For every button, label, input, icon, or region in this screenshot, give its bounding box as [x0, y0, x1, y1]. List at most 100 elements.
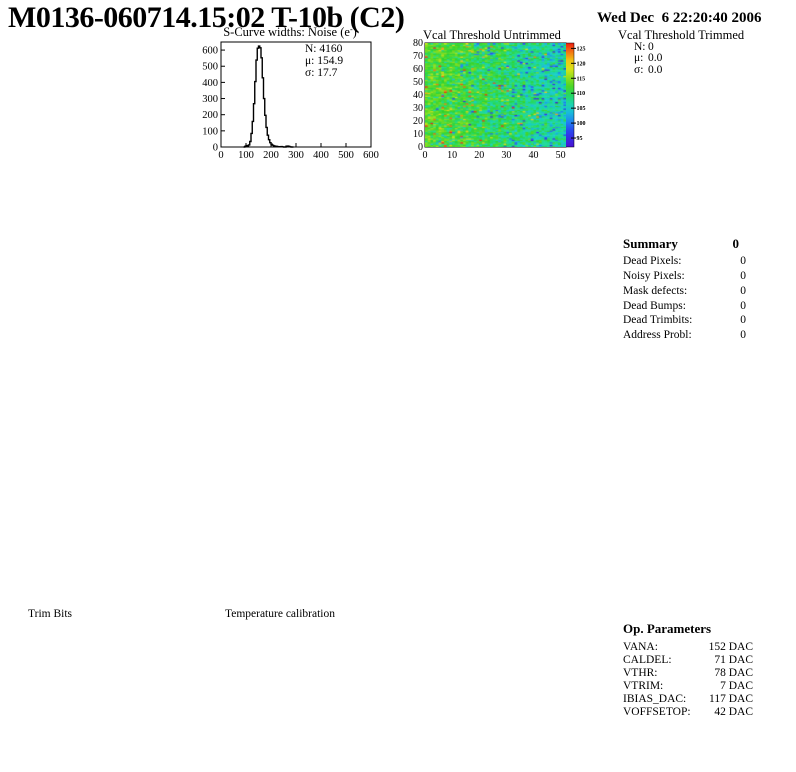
summary-row-value: 0	[740, 314, 746, 327]
summary-row: Dead Trimbits: 0	[623, 313, 746, 328]
op-parameter-row: CALDEL: 71 DAC	[623, 654, 753, 667]
summary-row: Dead Bumps: 0	[623, 299, 746, 314]
trimmed-panel-title: Vcal Threshold Trimmed	[618, 28, 745, 42]
op-parameter-row-label: VTHR:	[623, 667, 658, 680]
summary-total: 0	[732, 236, 740, 251]
op-parameter-row-value: 42 DAC	[714, 706, 753, 719]
op-parameter-row-label: VANA:	[623, 641, 658, 653]
histogram-step-line	[243, 45, 294, 148]
histogram-frame	[220, 41, 372, 148]
histogram-title: S-Curve widths: Noise (e-)	[190, 25, 390, 40]
x-tick-label: 40	[528, 150, 538, 161]
summary-row-value: 0	[740, 299, 746, 312]
op-parameter-row: VANA: 152 DAC	[623, 641, 753, 654]
stat-row-sigma: σ: 0.0	[634, 63, 663, 76]
summary-row-label: Dead Bumps:	[623, 299, 686, 312]
summary-row-label: Noisy Pixels:	[623, 269, 685, 282]
summary-row-label: Address Probl:	[623, 329, 692, 342]
summary-panel: Summary 0 Dead Pixels: 0 Noisy Pixels: 0 Mas…	[623, 236, 746, 343]
x-tick-label: 0	[218, 150, 223, 161]
summary-row-label: Mask defects:	[623, 284, 688, 297]
summary-row-value: 0	[740, 329, 746, 342]
y-tick-label: 10	[413, 129, 423, 140]
summary-row-value: 0	[740, 269, 746, 282]
y-tick-label: 500	[202, 62, 218, 73]
x-tick-label: 200	[263, 150, 279, 161]
op-parameter-row: IBIAS_DAC: 117 DAC	[623, 693, 753, 706]
op-parameter-row: VTHR: 78 DAC	[623, 667, 753, 680]
y-tick-label: 200	[202, 110, 218, 121]
summary-row-value: 0	[740, 284, 746, 297]
vcal-untrimmed-map-cells	[425, 43, 566, 147]
histogram-title-text: S-Curve widths: Noise (e	[223, 25, 350, 39]
x-tick-label: 600	[363, 150, 379, 161]
colorbar-tick-label: 115	[577, 76, 586, 82]
stat-row-mu: μ: 0.0	[634, 52, 663, 65]
stat-label: N:	[634, 41, 646, 53]
y-tick-label: 20	[413, 116, 423, 127]
op-parameters-panel: Op. Parameters VANA: 152 DAC CALDEL: 71 DAC…	[623, 621, 753, 720]
y-tick-label: 600	[202, 46, 218, 57]
y-tick-label: 50	[413, 77, 423, 88]
x-tick-label: 400	[313, 150, 329, 161]
stat-value: 0	[648, 41, 654, 53]
op-parameter-row-label: CALDEL:	[623, 654, 672, 667]
op-parameter-row-label: VOFFSETOP:	[623, 706, 691, 719]
y-tick-label: 0	[213, 143, 218, 154]
histogram-stat-0: N: 4160	[305, 43, 343, 55]
y-tick-label: 300	[202, 94, 218, 105]
trim-bits-section-label: Trim Bits	[28, 608, 73, 620]
page-title: M0136-060714.15:02 T-10b (C2)	[8, 1, 405, 34]
op-parameter-row-value: 152 DAC	[708, 641, 753, 653]
summary-row: Dead Pixels: 0	[623, 254, 746, 269]
y-tick-label: 80	[413, 38, 423, 49]
colorbar-tick-label: 95	[577, 136, 583, 142]
op-parameter-row-value: 7 DAC	[720, 680, 753, 693]
stat-label: σ:	[634, 63, 644, 76]
x-tick-label: 500	[338, 150, 354, 161]
op-parameter-row-value: 71 DAC	[714, 654, 753, 667]
summary-row: Noisy Pixels: 0	[623, 269, 746, 284]
summary-header: Summary 0	[623, 236, 746, 252]
stat-value: 0.0	[648, 52, 663, 65]
temperature-calibration-section-label: Temperature calibration	[225, 608, 335, 620]
x-tick-label: 100	[238, 150, 254, 161]
x-tick-label: 50	[556, 150, 566, 161]
histogram-stat-1: μ: 154.9	[305, 55, 343, 67]
x-tick-label: 20	[474, 150, 484, 161]
x-tick-label: 300	[288, 150, 304, 161]
histogram-stat-2: σ: 17.7	[305, 67, 338, 79]
y-tick-label: 400	[202, 78, 218, 89]
trimmed-panel-stats: N: 0 μ: 0.0 σ: 0.0	[634, 41, 663, 76]
summary-rows: Dead Pixels: 0 Noisy Pixels: 0 Mask defects:…	[623, 254, 746, 343]
summary-row-label: Dead Trimbits:	[623, 314, 693, 327]
stat-value: 0.0	[648, 63, 663, 76]
report-timestamp: Wed Dec 6 22:20:40 2006	[597, 10, 762, 26]
y-tick-label: 30	[413, 103, 423, 114]
op-parameters-rows: VANA: 152 DAC CALDEL: 71 DAC VTHR: 78 DAC VTRI…	[623, 641, 753, 720]
heatmap-title: Vcal Threshold Untrimmed	[423, 28, 561, 42]
op-parameter-row-label: VTRIM:	[623, 680, 664, 693]
colorbar-tick-label: 125	[577, 46, 586, 52]
op-parameters-header: Op. Parameters	[623, 621, 753, 637]
op-parameter-row: VOFFSETOP: 42 DAC	[623, 706, 753, 719]
colorbar-tick-label: 120	[577, 61, 586, 67]
op-parameter-row: VTRIM: 7 DAC	[623, 680, 753, 693]
y-tick-label: 100	[202, 126, 218, 137]
y-tick-label: 70	[413, 51, 423, 62]
electron-superscript: -	[349, 25, 353, 34]
noise-histogram-plot: 0 100 200 300 400 500 600 0 100 200 300 400 500 600 N:…	[202, 41, 379, 161]
stat-label: μ:	[634, 52, 644, 65]
x-tick-label: 0	[423, 150, 428, 161]
y-tick-label: 40	[413, 90, 423, 101]
colorbar-tick-label: 105	[577, 106, 586, 112]
summary-title: Summary	[623, 236, 678, 251]
op-parameters-title: Op. Parameters	[623, 621, 712, 636]
x-tick-label: 10	[447, 150, 457, 161]
op-parameter-row-value: 117 DAC	[709, 693, 753, 706]
summary-row: Mask defects: 0	[623, 284, 746, 299]
histogram-title-close: )	[352, 25, 357, 39]
x-tick-label: 30	[501, 150, 511, 161]
summary-row-value: 0	[740, 255, 746, 267]
